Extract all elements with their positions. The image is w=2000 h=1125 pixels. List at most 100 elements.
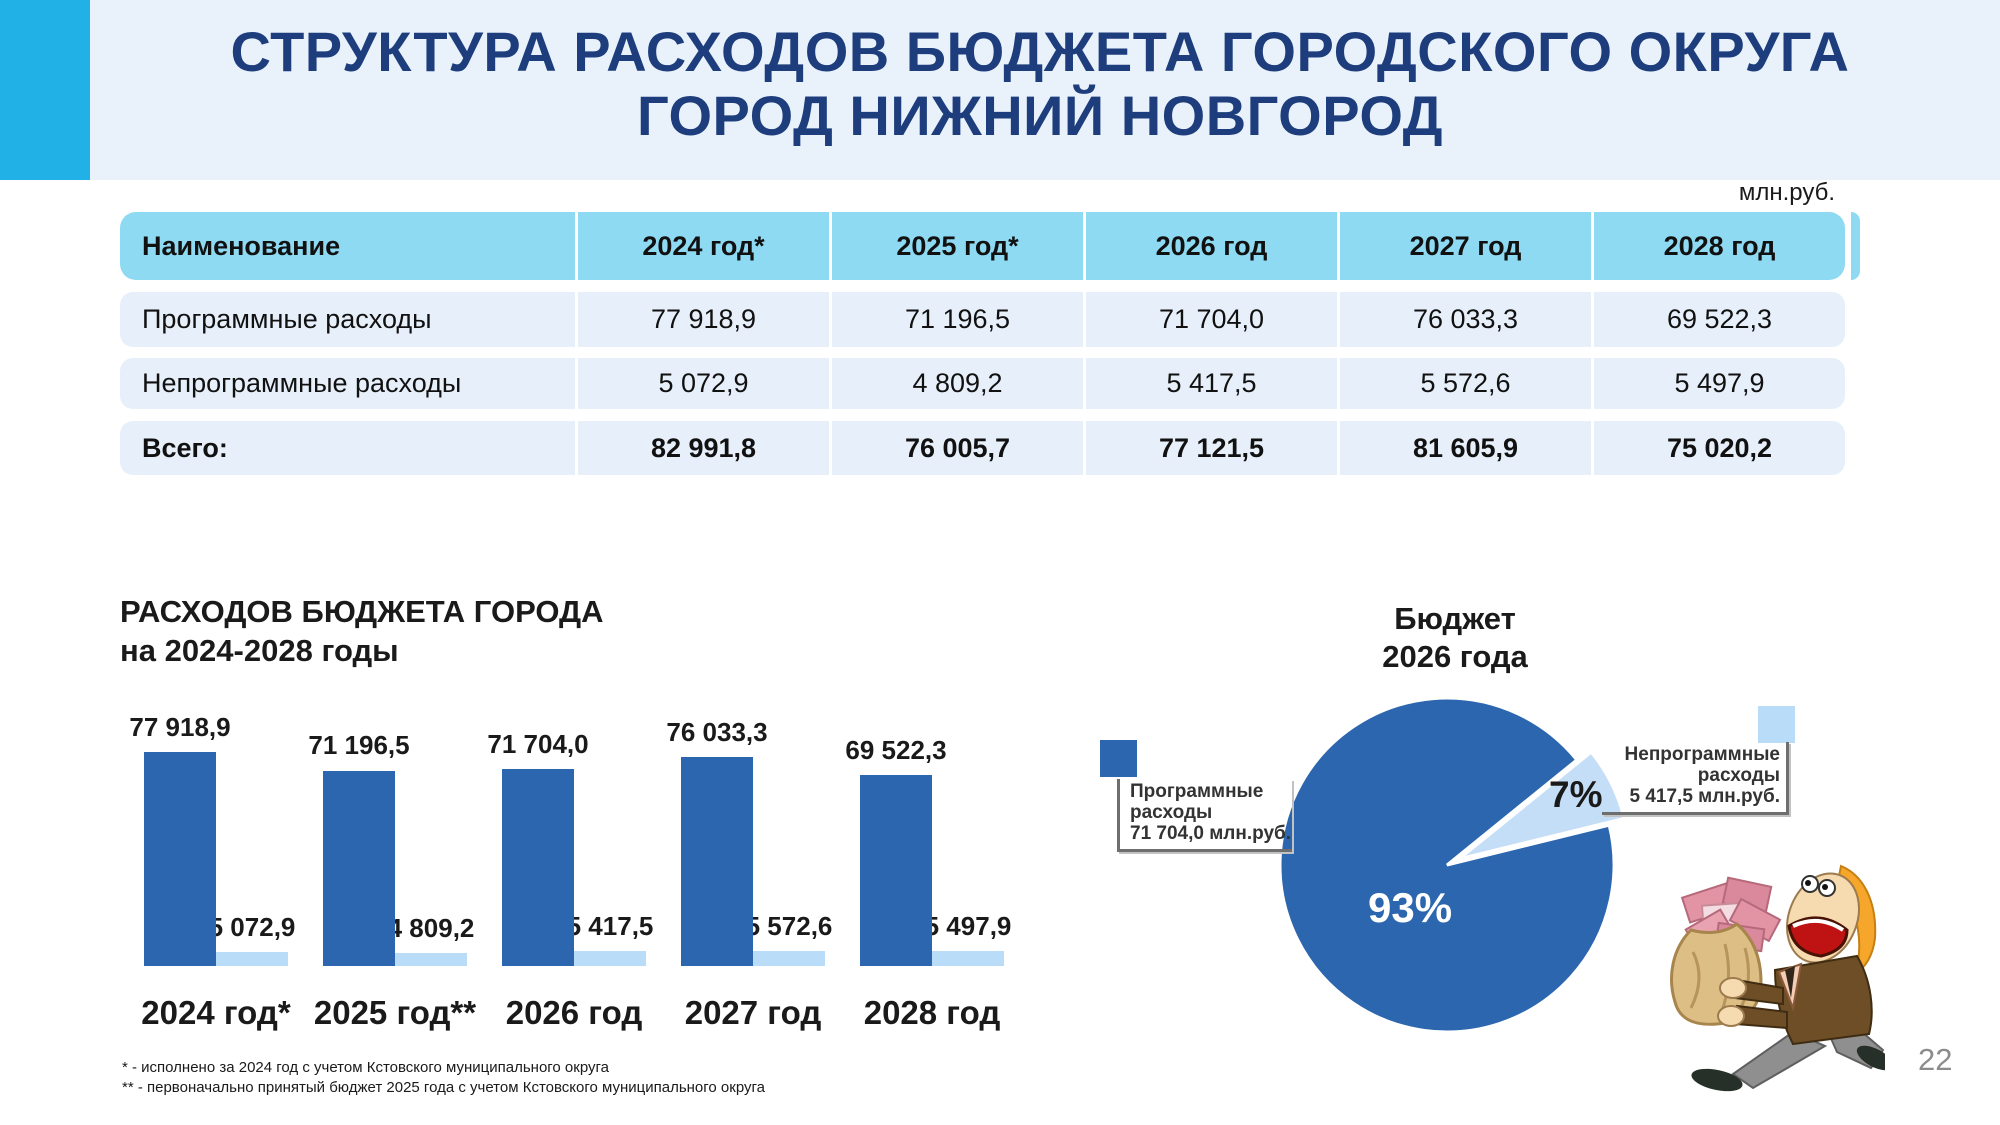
bar-value-label: 77 918,9 [129, 712, 231, 742]
bar-value-label: 5 572,6 [745, 910, 833, 941]
pie-title-line-2: 2026 года [1382, 639, 1528, 674]
cell-value: 5 497,9 [1594, 358, 1845, 409]
cell-value: 4 809,2 [832, 358, 1083, 409]
cell-value: 76 033,3 [1340, 292, 1591, 347]
legend-swatch-nonprogrammed [1758, 706, 1795, 743]
bar-chart-title-line-1: РАСХОДОВ БЮДЖЕТА ГОРОДА [120, 594, 604, 629]
table-total-row: Всего: 82 991,8 76 005,7 77 121,5 81 605… [120, 421, 1845, 475]
table-header-name: Наименование [120, 212, 575, 280]
pie-slice-nonprogrammed [1460, 751, 1625, 859]
unit-label: млн.руб. [1738, 179, 1835, 206]
table-header-2028: 2028 год [1594, 212, 1845, 280]
hand-upper [1719, 977, 1747, 999]
pie-main-percent-label: 93% [1368, 884, 1453, 931]
bar-chart-title-line-2: на 2024-2028 годы [120, 633, 399, 668]
pie-title-line-1: Бюджет [1394, 601, 1516, 636]
page-number: 22 [1918, 1042, 1953, 1077]
legend-swatch-programmed [1100, 740, 1137, 777]
pupil-right [1822, 884, 1828, 890]
bar-value-label: 71 196,5 [308, 730, 410, 761]
bar-programmed [144, 752, 216, 966]
row-label: Всего: [120, 421, 575, 475]
pie-chart [1278, 696, 1625, 1034]
bar-value-label: 69 522,3 [845, 735, 947, 766]
bar-group-2025: 71 196,5 4 809,2 2025 год** [308, 720, 476, 1031]
bar-nonprogrammed [216, 952, 288, 966]
bar-nonprogrammed [753, 950, 825, 966]
footnotes: * - исполнено за 2024 год с учетом Кстов… [122, 1058, 765, 1098]
bar-category-label: 2028 год [863, 994, 1001, 1031]
bar-category-label: 2026 год [505, 994, 643, 1031]
pie-chart-title: Бюджет 2026 года [1330, 600, 1580, 676]
bar-programmed [502, 769, 574, 966]
table-header-2027: 2027 год [1340, 212, 1591, 280]
cell-value: 71 704,0 [1086, 292, 1337, 347]
bar-programmed [323, 770, 395, 966]
cell-value: 77 121,5 [1086, 421, 1337, 475]
bar-value-label: 5 417,5 [566, 911, 654, 942]
table-header-2024: 2024 год* [578, 212, 829, 280]
table-header-2025: 2025 год* [832, 212, 1083, 280]
running-man-illustration [1670, 864, 1885, 1092]
bar-group-2027: 76 033,3 5 572,6 2027 год [666, 717, 832, 1031]
cell-value: 77 918,9 [578, 292, 829, 347]
bar-group-2028: 69 522,3 5 497,9 2028 год [845, 720, 1011, 1031]
cell-value: 5 572,6 [1340, 358, 1591, 409]
legend-label: Непрограммные расходы [1624, 744, 1780, 786]
footnote-1: * - исполнено за 2024 год с учетом Кстов… [122, 1059, 609, 1076]
bar-category-label: 2024 год* [141, 994, 291, 1031]
cell-value: 5 072,9 [578, 358, 829, 409]
budget-table: Наименование 2024 год* 2025 год* 2026 го… [120, 212, 1860, 475]
bar-nonprogrammed [574, 951, 646, 966]
table-row: Непрограммные расходы 5 072,9 4 809,2 5 … [120, 358, 1845, 409]
bar-value-label: 5 497,9 [924, 910, 1012, 941]
row-label: Программные расходы [120, 292, 575, 347]
bar-value-label: 5 072,9 [208, 912, 296, 943]
row-label: Непрограммные расходы [120, 358, 575, 409]
bar-group-2026: 71 704,0 5 417,5 2026 год [487, 720, 653, 1031]
bar-chart-title: РАСХОДОВ БЮДЖЕТА ГОРОДА на 2024-2028 год… [120, 592, 604, 670]
table-row: Программные расходы 77 918,9 71 196,5 71… [120, 292, 1845, 347]
bar-nonprogrammed [932, 950, 1004, 966]
cell-value: 81 605,9 [1340, 421, 1591, 475]
bar-value-label: 71 704,0 [487, 729, 589, 760]
accent-bar [0, 0, 90, 180]
teeth [1792, 918, 1845, 932]
cell-value: 5 417,5 [1086, 358, 1337, 409]
bar-category-label: 2025 год** [313, 994, 477, 1031]
legend-nonprogrammed: Непрограммные расходы 5 417,5 млн.руб. [1602, 742, 1789, 815]
bar-nonprogrammed [395, 952, 467, 966]
bar-programmed [860, 775, 932, 966]
slide-title: СТРУКТУРА РАСХОДОВ БЮДЖЕТА ГОРОДСКОГО ОК… [90, 20, 1990, 148]
bar-programmed [681, 757, 753, 966]
bar-value-label: 76 033,3 [666, 717, 768, 748]
table-header-2026: 2026 год [1086, 212, 1337, 280]
tie [1785, 966, 1795, 998]
pie-small-percent-label: 7% [1549, 774, 1603, 815]
mouth [1787, 916, 1849, 958]
cell-value: 82 991,8 [578, 421, 829, 475]
pupil-left [1805, 880, 1811, 886]
pie-slice-programmed [1278, 696, 1616, 1034]
cell-value: 69 522,3 [1594, 292, 1845, 347]
legend-value: 71 704,0 млн.руб. [1130, 823, 1292, 844]
header-banner [0, 0, 2000, 180]
footnote-2: ** - первоначально принятый бюджет 2025 … [122, 1079, 765, 1096]
shoe-back [1856, 1045, 1885, 1071]
cell-value: 76 005,7 [832, 421, 1083, 475]
legend-programmed: Программные расходы 71 704,0 млн.руб. [1117, 779, 1292, 852]
bar-group-2024: 77 918,9 5 072,9 2024 год* [129, 712, 295, 1031]
cell-value: 71 196,5 [832, 292, 1083, 347]
shoe-front [1691, 1068, 1743, 1092]
title-line-1: СТРУКТУРА РАСХОДОВ БЮДЖЕТА ГОРОДСКОГО ОК… [230, 20, 1850, 83]
legend-value: 5 417,5 млн.руб. [1629, 786, 1781, 807]
bar-value-label: 4 809,2 [387, 912, 475, 943]
bar-chart: 77 918,9 5 072,9 2024 год* 71 196,5 4 80… [129, 712, 1044, 1031]
table-header-row: Наименование 2024 год* 2025 год* 2026 го… [120, 212, 1845, 280]
cell-value: 75 020,2 [1594, 421, 1845, 475]
legend-label: Программные расходы [1130, 781, 1264, 823]
table-header-endcap [1851, 212, 1860, 280]
hand-lower [1717, 1005, 1745, 1027]
bar-category-label: 2027 год [684, 994, 822, 1031]
